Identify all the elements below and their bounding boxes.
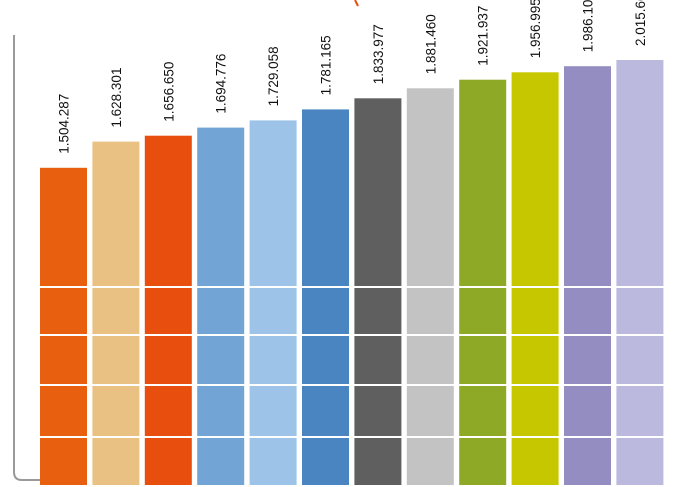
bar-4 bbox=[197, 127, 245, 485]
value-label-1: 1.504.287 bbox=[57, 94, 72, 154]
bars-group bbox=[40, 60, 664, 486]
value-label-12: 2.015.665 bbox=[633, 0, 648, 46]
bar-12 bbox=[616, 60, 664, 485]
bar-10 bbox=[511, 72, 559, 486]
value-label-5: 1.729.058 bbox=[266, 46, 281, 106]
bar-5 bbox=[249, 120, 297, 486]
value-label-2: 1.628.301 bbox=[109, 68, 124, 128]
value-label-3: 1.656.650 bbox=[161, 62, 176, 122]
bar-3 bbox=[144, 135, 192, 485]
gridlines-group bbox=[38, 286, 666, 438]
bar-7 bbox=[354, 98, 402, 486]
y-axis-line bbox=[13, 35, 40, 481]
bar-1 bbox=[40, 167, 87, 486]
value-label-11: 1.986.101 bbox=[581, 0, 596, 52]
value-label-7: 1.833.977 bbox=[371, 24, 386, 84]
value-labels-group: 1.504.287 1.628.301 1.656.650 1.694.776 1.72… bbox=[57, 0, 648, 154]
value-label-4: 1.694.776 bbox=[214, 54, 229, 114]
bar-11 bbox=[564, 66, 611, 485]
bar-2 bbox=[92, 141, 140, 485]
value-label-9: 1.921.937 bbox=[476, 6, 491, 66]
top-accent-mark bbox=[354, 0, 359, 7]
bar-6 bbox=[302, 109, 349, 486]
value-label-8: 1.881.460 bbox=[423, 14, 438, 74]
value-label-10: 1.956.995 bbox=[528, 0, 543, 58]
bar-9 bbox=[459, 79, 507, 485]
value-label-6: 1.781.165 bbox=[319, 35, 334, 95]
